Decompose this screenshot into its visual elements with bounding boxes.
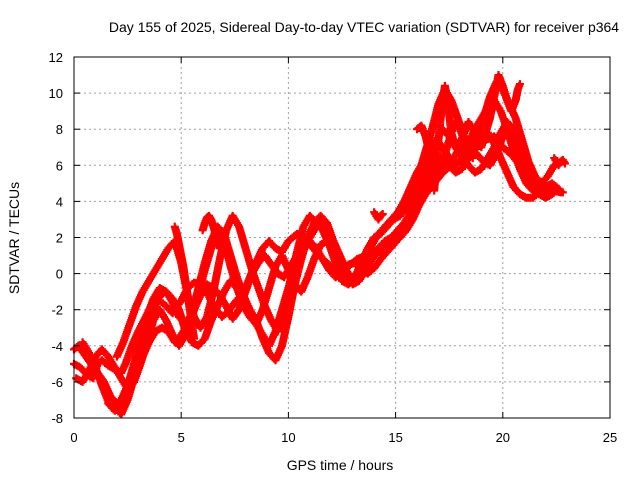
data-series-6: [72, 128, 563, 394]
x-tick-label: 20: [496, 430, 510, 445]
y-tick-label: -6: [51, 375, 63, 390]
data-series-11: [170, 222, 199, 343]
data-point: [560, 159, 569, 168]
data-point: [215, 244, 224, 253]
data-series-8: [413, 117, 477, 177]
data-series-7: [430, 71, 524, 195]
data-point: [554, 184, 563, 193]
data-point: [190, 334, 199, 343]
x-axis-label: GPS time / hours: [287, 457, 394, 473]
y-tick-label: 0: [56, 267, 63, 282]
y-tick-label: -4: [51, 339, 63, 354]
x-tick-label: 10: [281, 430, 295, 445]
data-point: [378, 210, 387, 219]
x-axis-ticks: 0 5 10 15 20 25: [70, 57, 617, 445]
x-tick-label: 25: [603, 430, 617, 445]
data-series-9: [550, 154, 569, 170]
y-tick-label: 12: [49, 50, 63, 65]
chart-title: Day 155 of 2025, Sidereal Day-to-day VTE…: [109, 19, 619, 35]
data-series-2: [70, 125, 565, 408]
data-point: [468, 154, 477, 163]
y-axis-label: SDTVAR / TECUs: [6, 182, 22, 294]
x-tick-label: 5: [178, 430, 185, 445]
x-tick-label: 0: [70, 430, 77, 445]
grid: [74, 57, 610, 418]
y-tick-label: 4: [56, 194, 63, 209]
data-series-10: [370, 208, 387, 224]
data-point: [548, 186, 557, 195]
y-tick-label: 8: [56, 122, 63, 137]
y-tick-label: -2: [51, 303, 63, 318]
y-axis-ticks: -8 -6 -4 -2 0 2 4 6 8 10 12: [49, 50, 610, 426]
data-point: [515, 80, 524, 89]
y-tick-label: 6: [56, 158, 63, 173]
y-tick-label: 2: [56, 231, 63, 246]
data-marks: [70, 71, 569, 419]
y-tick-label: 10: [49, 86, 63, 101]
y-tick-label: -8: [51, 411, 63, 426]
x-tick-label: 15: [388, 430, 402, 445]
data-series-12: [198, 211, 224, 253]
